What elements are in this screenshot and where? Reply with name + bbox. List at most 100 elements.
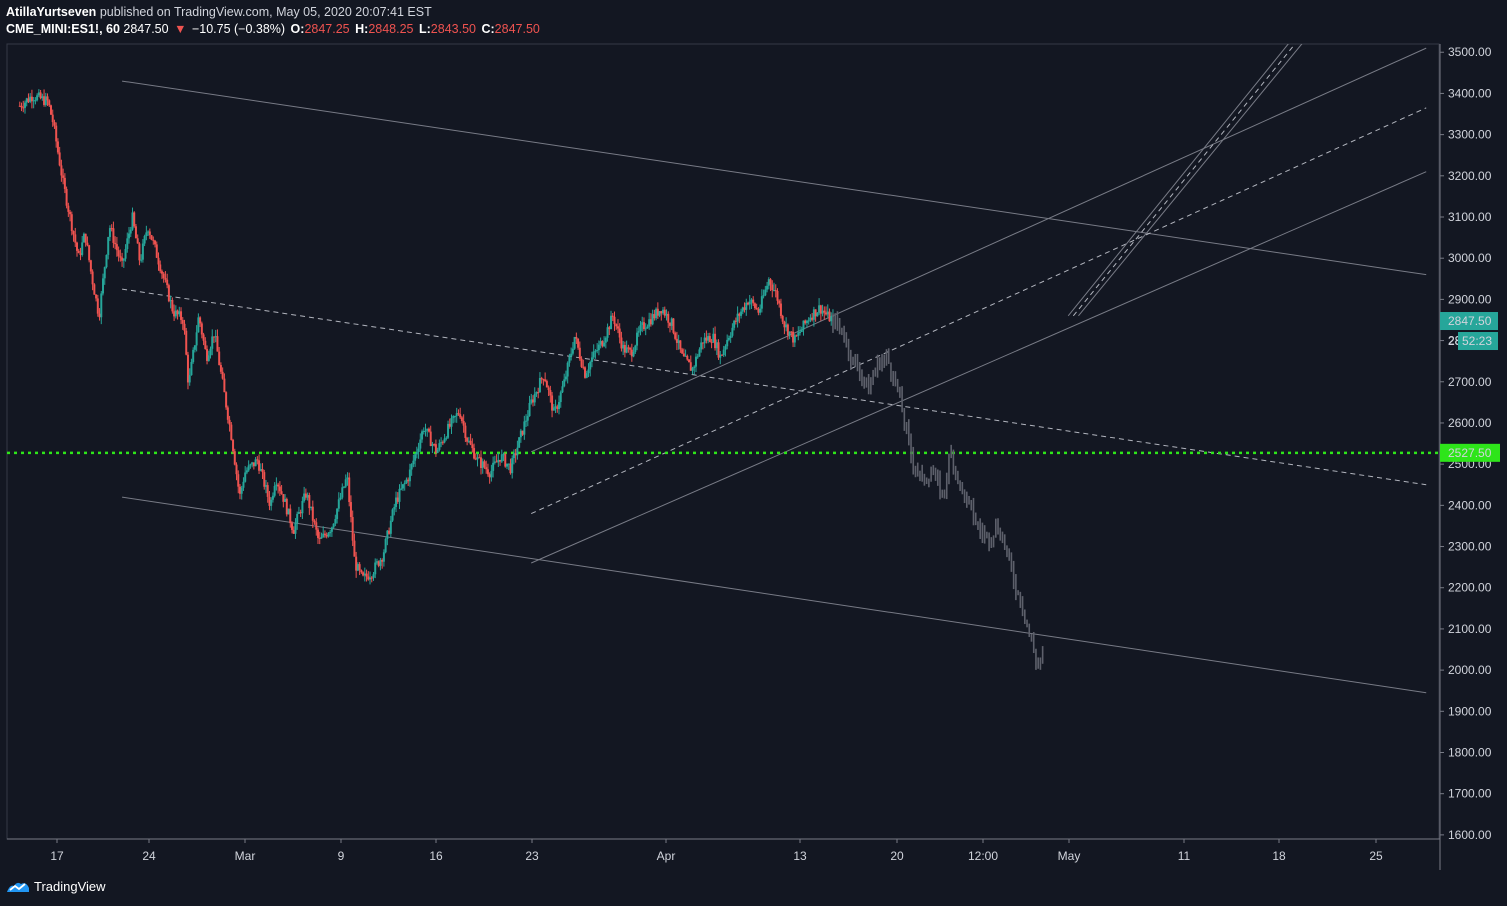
time-tick-label: 17: [50, 849, 64, 863]
candle-body: [195, 332, 198, 346]
candle-body: [183, 323, 186, 331]
candle-body: [736, 313, 739, 322]
footer-branding[interactable]: TradingView: [6, 878, 106, 894]
candle-body: [778, 300, 781, 304]
price-axis[interactable]: 3500.00 3400.00 3300.00 3200.00 3100.00 3000.…: [1440, 45, 1492, 842]
candle-body: [114, 242, 117, 245]
candle-body: [148, 231, 151, 236]
candle-body: [317, 529, 320, 538]
candle-body: [242, 481, 245, 488]
candle-body: [358, 564, 361, 571]
candle-body: [825, 312, 828, 315]
candle-body: [393, 506, 396, 510]
candle-body: [485, 467, 488, 470]
candle-body: [360, 570, 363, 573]
candle-body: [634, 345, 637, 352]
candle-body: [741, 307, 744, 312]
candle-body: [812, 309, 815, 320]
price-tick-label: 3000.00: [1448, 251, 1492, 265]
candle-body: [667, 313, 670, 323]
time-axis[interactable]: 17 24 Mar 9 16 23 Apr 13 20 12:00 May 11 18 25: [50, 839, 1383, 863]
candle-body: [629, 348, 632, 350]
candle-body: [363, 573, 366, 576]
candle-body: [471, 444, 474, 449]
candle-body: [192, 349, 195, 362]
candle-body: [828, 311, 831, 322]
candle-body: [103, 267, 106, 279]
trendline-8: [1078, 44, 1303, 317]
candle-body: [460, 417, 463, 421]
candle-body: [374, 562, 377, 575]
candle-body: [180, 311, 183, 320]
candle-body: [708, 336, 711, 343]
candle-body: [346, 477, 349, 480]
candle-body: [22, 107, 25, 109]
candle-body: [809, 317, 812, 321]
projection-series: [832, 311, 1044, 670]
candle-body: [145, 232, 148, 237]
candle-body: [779, 303, 782, 316]
candle-body: [258, 460, 261, 471]
last-price-label: 2847.50: [1448, 314, 1492, 328]
candle-body: [800, 329, 803, 332]
candle-body: [403, 482, 406, 485]
candle-body: [533, 393, 536, 403]
candle-body: [204, 340, 207, 350]
price-tick-label: 2200.00: [1448, 581, 1492, 595]
candle-body: [540, 378, 543, 380]
candle-body: [620, 337, 623, 349]
candle-body: [320, 537, 323, 539]
candle-body: [559, 392, 562, 403]
candle-body: [483, 461, 486, 468]
candle-body: [176, 310, 179, 315]
candle-body: [79, 253, 82, 255]
candle-body: [769, 279, 772, 285]
low-value: 2843.50: [430, 22, 476, 36]
candle-body: [608, 327, 611, 330]
candle-body: [528, 402, 531, 417]
candle-body: [36, 95, 39, 101]
candle-body: [434, 444, 437, 453]
candle-body: [247, 465, 250, 471]
candle-body: [545, 381, 548, 388]
candle-body: [722, 349, 725, 356]
candle-body: [226, 407, 229, 420]
candle-body: [802, 320, 805, 330]
time-tick-label: 24: [142, 849, 156, 863]
candle-body: [141, 243, 144, 260]
candle-body: [297, 512, 300, 514]
candle-body: [304, 493, 307, 498]
candle-body: [405, 479, 408, 483]
candle-body: [571, 348, 574, 354]
candle-body: [587, 369, 590, 374]
candle-body: [277, 484, 280, 487]
candle-body: [377, 561, 380, 566]
candle-body: [521, 430, 524, 435]
candle-body: [797, 332, 800, 336]
candle-body: [532, 399, 535, 403]
time-tick-label: 16: [429, 849, 443, 863]
candle-body: [289, 508, 292, 524]
candle-body: [278, 486, 281, 492]
candle-body: [55, 125, 58, 142]
candle-body: [578, 347, 581, 359]
candle-body: [230, 424, 233, 440]
trendline-4: [531, 107, 1427, 515]
candle-body: [275, 484, 278, 486]
symbol-name[interactable]: CME_MINI:ES1!, 60: [6, 22, 120, 36]
candle-body: [448, 423, 451, 427]
candle-body: [767, 279, 770, 286]
trendline-2: [121, 496, 1427, 694]
candle-body: [150, 235, 153, 240]
candle-body: [618, 328, 621, 338]
candle-body: [651, 314, 654, 325]
candle-body: [419, 439, 422, 449]
candle-body: [225, 392, 228, 408]
candle-body: [228, 419, 231, 425]
trendline-7: [1072, 44, 1296, 317]
author-name[interactable]: AtillaYurtseven: [6, 5, 97, 19]
candle-body: [714, 333, 717, 349]
candle-body: [285, 498, 288, 515]
